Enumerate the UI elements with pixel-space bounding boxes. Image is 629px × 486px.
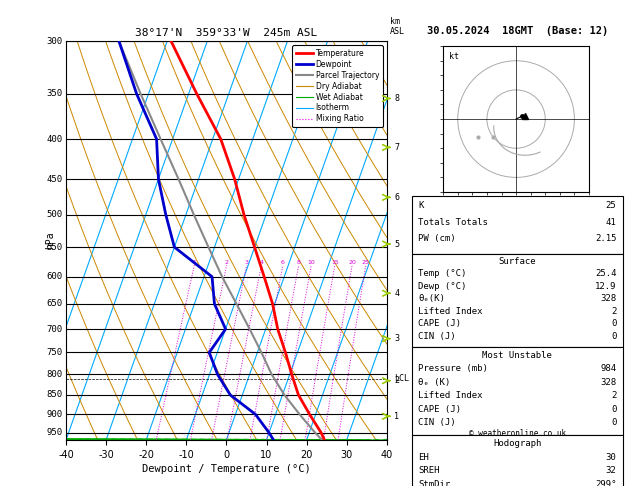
- Title: 38°17'N  359°33'W  245m ASL: 38°17'N 359°33'W 245m ASL: [135, 28, 318, 38]
- Text: 0: 0: [611, 319, 616, 328]
- Text: 8: 8: [297, 260, 301, 265]
- Text: 0: 0: [611, 405, 616, 414]
- Text: 984: 984: [600, 364, 616, 373]
- Text: Temp (°C): Temp (°C): [418, 269, 467, 278]
- Text: θₑ(K): θₑ(K): [418, 294, 445, 303]
- Text: 15: 15: [331, 260, 339, 265]
- Text: © weatheronline.co.uk: © weatheronline.co.uk: [469, 429, 566, 438]
- Text: 41: 41: [606, 218, 616, 227]
- Text: 2: 2: [611, 391, 616, 400]
- Text: km
ASL: km ASL: [390, 17, 405, 36]
- Text: LCL: LCL: [394, 374, 409, 383]
- Text: PW (cm): PW (cm): [418, 234, 456, 243]
- Text: 650: 650: [47, 299, 63, 309]
- Text: 5: 5: [394, 240, 399, 248]
- Text: 4: 4: [394, 289, 399, 298]
- Text: SREH: SREH: [418, 467, 440, 475]
- Text: CAPE (J): CAPE (J): [418, 319, 461, 328]
- Text: Lifted Index: Lifted Index: [418, 391, 483, 400]
- Text: Lifted Index: Lifted Index: [418, 307, 483, 316]
- Text: 450: 450: [47, 174, 63, 184]
- Text: 32: 32: [606, 467, 616, 475]
- Text: 300: 300: [47, 37, 63, 46]
- Text: kt: kt: [449, 52, 459, 61]
- Text: 8: 8: [394, 94, 399, 103]
- Text: 25: 25: [606, 201, 616, 210]
- Text: 800: 800: [47, 370, 63, 379]
- Text: 328: 328: [600, 294, 616, 303]
- Text: 328: 328: [600, 378, 616, 387]
- Text: 500: 500: [47, 210, 63, 219]
- Text: K: K: [418, 201, 424, 210]
- Text: 550: 550: [47, 243, 63, 252]
- Text: 1: 1: [192, 260, 196, 265]
- Text: Most Unstable: Most Unstable: [482, 351, 552, 360]
- Text: 3: 3: [245, 260, 248, 265]
- Text: EH: EH: [418, 452, 429, 462]
- Text: 2: 2: [394, 376, 399, 385]
- Text: Surface: Surface: [499, 257, 536, 266]
- Text: CIN (J): CIN (J): [418, 418, 456, 427]
- Text: 0: 0: [611, 331, 616, 341]
- Text: 2: 2: [225, 260, 229, 265]
- Text: 25: 25: [362, 260, 370, 265]
- Text: Totals Totals: Totals Totals: [418, 218, 488, 227]
- Text: 4: 4: [259, 260, 264, 265]
- Text: Hodograph: Hodograph: [493, 439, 542, 448]
- Text: CAPE (J): CAPE (J): [418, 405, 461, 414]
- Text: 850: 850: [47, 390, 63, 399]
- Text: 3: 3: [394, 334, 399, 343]
- Text: 6: 6: [394, 193, 399, 202]
- Text: 950: 950: [47, 428, 63, 437]
- Bar: [412, 435, 623, 486]
- Text: 12.9: 12.9: [595, 282, 616, 291]
- Text: 750: 750: [47, 348, 63, 357]
- Bar: [412, 196, 623, 254]
- Text: 2.15: 2.15: [595, 234, 616, 243]
- Text: 25.4: 25.4: [595, 269, 616, 278]
- Text: 30: 30: [606, 452, 616, 462]
- Text: 7: 7: [394, 143, 399, 152]
- Text: CIN (J): CIN (J): [418, 331, 456, 341]
- Text: 1: 1: [394, 412, 399, 421]
- Legend: Temperature, Dewpoint, Parcel Trajectory, Dry Adiabat, Wet Adiabat, Isotherm, Mi: Temperature, Dewpoint, Parcel Trajectory…: [292, 45, 383, 127]
- Text: 900: 900: [47, 410, 63, 419]
- Text: 400: 400: [47, 135, 63, 143]
- Bar: [412, 347, 623, 435]
- Text: 350: 350: [47, 89, 63, 98]
- Text: Pressure (mb): Pressure (mb): [418, 364, 488, 373]
- Text: 30.05.2024  18GMT  (Base: 12): 30.05.2024 18GMT (Base: 12): [426, 26, 608, 36]
- Text: 6: 6: [281, 260, 285, 265]
- Text: 700: 700: [47, 325, 63, 333]
- Text: Dewp (°C): Dewp (°C): [418, 282, 467, 291]
- Text: 600: 600: [47, 272, 63, 281]
- Text: 2: 2: [611, 307, 616, 316]
- Text: 0: 0: [611, 418, 616, 427]
- Text: θₑ (K): θₑ (K): [418, 378, 450, 387]
- Text: StmDir: StmDir: [418, 480, 450, 486]
- X-axis label: Dewpoint / Temperature (°C): Dewpoint / Temperature (°C): [142, 464, 311, 474]
- Text: hPa: hPa: [45, 232, 55, 249]
- Text: 10: 10: [308, 260, 315, 265]
- Text: 299°: 299°: [595, 480, 616, 486]
- Bar: [412, 254, 623, 347]
- Text: 20: 20: [348, 260, 356, 265]
